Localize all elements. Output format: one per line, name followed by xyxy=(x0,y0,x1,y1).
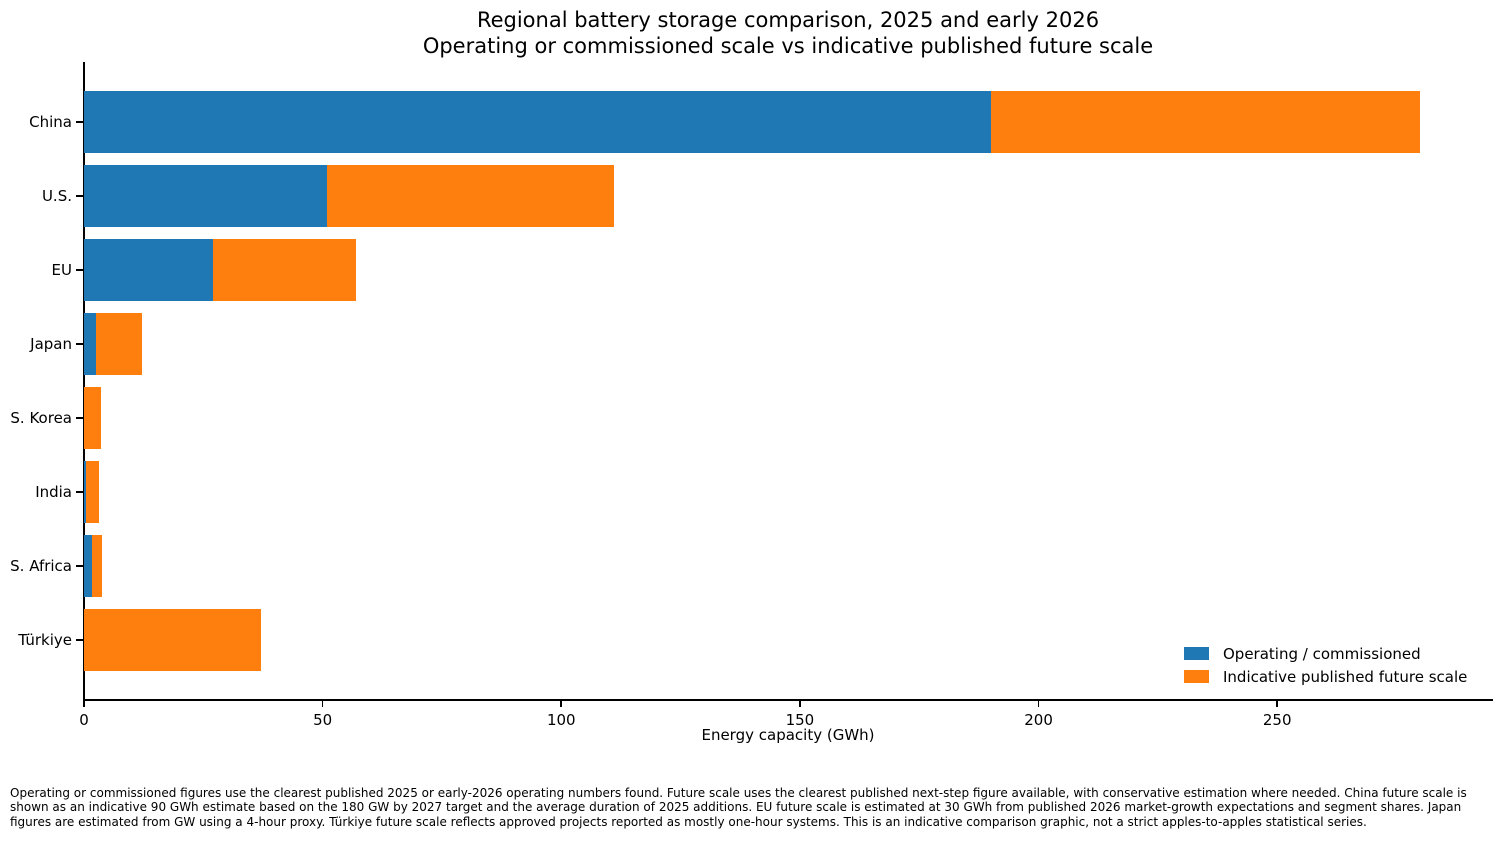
x-tick-label: 200 xyxy=(1024,711,1053,729)
x-tick xyxy=(1037,700,1040,707)
chart-title: Regional battery storage comparison, 202… xyxy=(84,7,1492,59)
y-tick xyxy=(76,639,84,641)
chart-title-line2: Operating or commissioned scale vs indic… xyxy=(422,34,1154,58)
bar-segment-operating xyxy=(84,239,213,301)
y-tick-label: EU xyxy=(51,261,72,279)
bar-segment-future xyxy=(84,387,101,449)
y-tick-label: Türkiye xyxy=(18,631,72,649)
x-tick xyxy=(321,700,324,707)
bar-segment-future xyxy=(990,91,1421,153)
y-tick-label: U.S. xyxy=(41,187,72,205)
y-tick xyxy=(76,491,84,493)
y-tick xyxy=(76,121,84,123)
bar-segment-operating xyxy=(84,91,991,153)
bar-segment-operating xyxy=(84,461,87,523)
x-axis-label: Energy capacity (GWh) xyxy=(701,726,875,744)
y-tick xyxy=(76,269,84,271)
bar-segment-operating xyxy=(84,313,96,375)
y-tick-label: S. Korea xyxy=(10,409,72,427)
legend-item-future: Indicative published future scale xyxy=(1184,665,1467,688)
legend: Operating / commissioned Indicative publ… xyxy=(1184,642,1468,688)
y-tick-label: India xyxy=(35,483,72,501)
x-tick-label: 150 xyxy=(785,711,815,729)
y-tick xyxy=(76,343,84,345)
legend-swatch-future xyxy=(1184,670,1209,683)
bar-segment-future xyxy=(91,535,102,597)
legend-item-operating: Operating / commissioned xyxy=(1184,642,1467,665)
y-tick-label: S. Africa xyxy=(10,557,72,575)
x-tick-label: 100 xyxy=(546,711,576,729)
chart-title-line1: Regional battery storage comparison, 202… xyxy=(476,8,1100,32)
plot-area: China U.S. EU Japan S. Korea India S. Africa Tü… xyxy=(10,62,1492,729)
bar-segment-future xyxy=(212,239,357,301)
x-tick xyxy=(83,700,85,707)
x-tick-label: 0 xyxy=(79,711,89,729)
legend-swatch-operating xyxy=(1184,647,1209,660)
legend-label-operating: Operating / commissioned xyxy=(1223,644,1421,663)
y-axis-spine xyxy=(83,62,85,702)
bar-segment-operating xyxy=(84,535,92,597)
y-tick-label: Japan xyxy=(30,335,72,353)
legend-label-future: Indicative published future scale xyxy=(1223,667,1468,686)
bar-segment-future xyxy=(327,165,614,227)
y-tick xyxy=(76,195,84,197)
footnote: Operating or commissioned figures use th… xyxy=(10,786,1467,829)
y-tick xyxy=(76,417,84,419)
bar-segment-future xyxy=(95,313,142,375)
x-tick-label: 250 xyxy=(1262,711,1292,729)
bar-segment-operating xyxy=(84,165,328,227)
bar-segment-future xyxy=(86,461,100,523)
x-tick xyxy=(1276,700,1278,707)
x-tick-label: 50 xyxy=(313,711,333,729)
y-tick-label: China xyxy=(29,113,72,131)
x-tick xyxy=(799,700,801,707)
x-tick xyxy=(560,700,563,707)
y-tick xyxy=(76,565,84,567)
x-axis-spine xyxy=(83,699,1493,701)
bar-segment-future xyxy=(84,609,261,671)
